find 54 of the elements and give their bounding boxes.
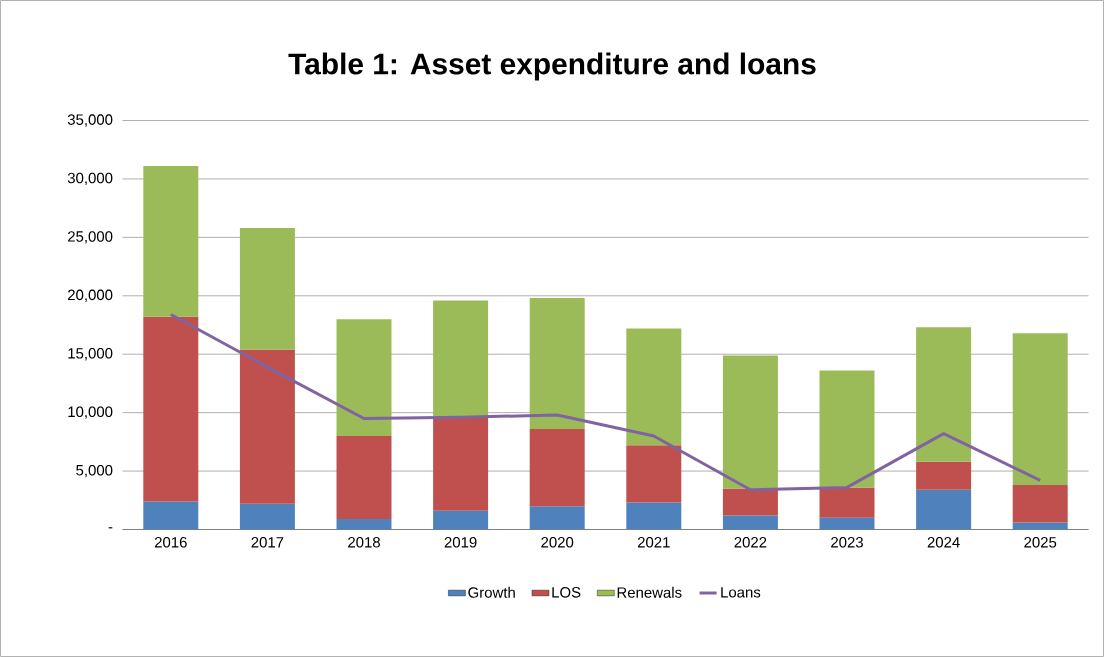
x-tick-label: 2016: [154, 537, 187, 548]
y-tick-label: 20,000: [68, 289, 113, 302]
bar: [529, 429, 585, 507]
bar: [819, 517, 875, 530]
bar: [433, 300, 489, 418]
y-tick-label: 10,000: [68, 406, 113, 419]
bar: [819, 370, 875, 488]
bar: [143, 166, 199, 317]
bar: [143, 501, 199, 530]
bar: [722, 488, 778, 516]
bar: [433, 510, 489, 530]
bar: [626, 328, 682, 446]
bar: [819, 487, 875, 518]
bar: [916, 461, 972, 490]
x-tick-label: 2019: [444, 537, 477, 548]
x-tick-label: 2021: [637, 537, 670, 548]
bar: [722, 355, 778, 489]
bar: [529, 506, 585, 530]
y-tick-label: 5,000: [76, 464, 113, 478]
x-tick-label: 2017: [251, 537, 284, 548]
bar: [722, 515, 778, 530]
bar: [336, 518, 392, 530]
line-series: [169, 312, 1042, 492]
y-tick-label: 15,000: [68, 348, 113, 361]
x-tick-label: 2023: [831, 537, 863, 548]
legend-label: LOS: [552, 587, 581, 598]
bar: [529, 298, 585, 429]
bar: [239, 503, 295, 530]
y-tick-label: 25,000: [68, 231, 113, 244]
y-tick-label: 35,000: [67, 114, 113, 127]
x-tick-label: 2025: [1024, 537, 1057, 548]
x-tick-label: 2020: [541, 537, 574, 548]
y-tick-label: -: [108, 527, 113, 529]
bar: [626, 502, 682, 530]
y-tick-label: 30,000: [67, 172, 113, 186]
legend-label: Loans: [721, 587, 761, 598]
bar: [143, 316, 199, 502]
bar: [336, 436, 392, 519]
x-tick-label: 2022: [734, 537, 767, 548]
x-tick-label: 2024: [927, 537, 960, 548]
bar: [1012, 522, 1068, 530]
bar: [239, 349, 295, 504]
bar: [626, 445, 682, 503]
legend-label: Renewals: [617, 586, 682, 598]
bar: [336, 319, 392, 437]
bar: [916, 489, 972, 530]
legend-label: Growth: [468, 586, 515, 598]
bar: [1012, 485, 1068, 523]
x-tick-label: 2018: [348, 537, 380, 548]
chart-title: Table 1: Asset expenditure and loans: [288, 52, 816, 81]
bar: [1012, 333, 1068, 486]
bar: [433, 417, 489, 511]
bar: [916, 327, 972, 462]
bar: [239, 228, 295, 350]
